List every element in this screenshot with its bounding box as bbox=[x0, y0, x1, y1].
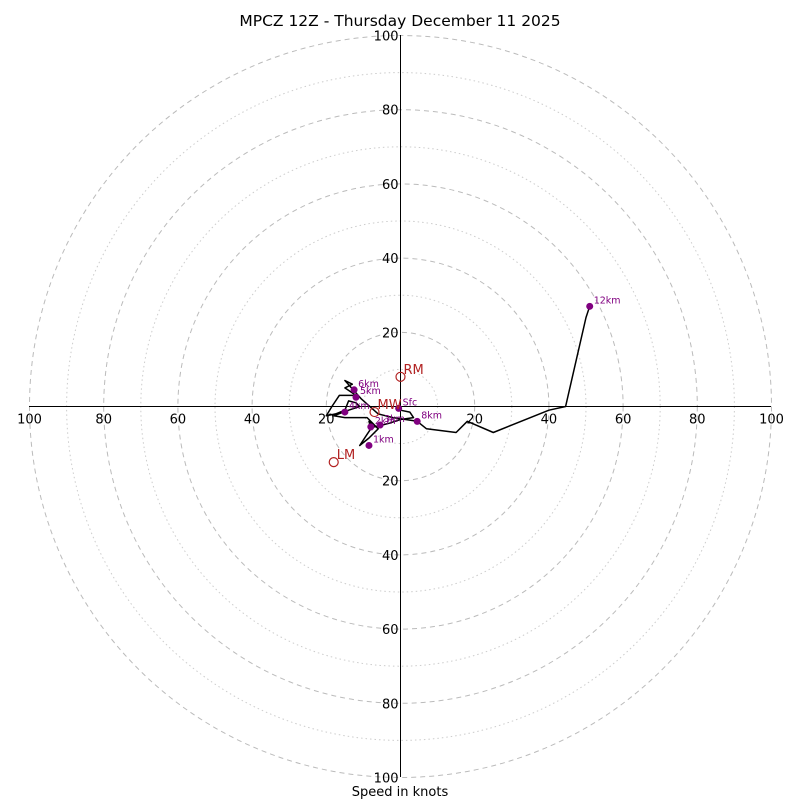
y-tick-label: 100 bbox=[374, 772, 399, 787]
height-marker-2km bbox=[367, 423, 375, 431]
height-marker-12km bbox=[586, 302, 594, 310]
y-tick-label: 40 bbox=[382, 252, 399, 267]
motion-marker-mw bbox=[369, 406, 380, 418]
y-tick-label: 60 bbox=[382, 178, 399, 193]
height-label-Sfc: Sfc bbox=[403, 397, 418, 408]
x-tick-label: 60 bbox=[615, 413, 632, 428]
height-label-3km: 3km bbox=[384, 414, 405, 425]
x-tick-label: 100 bbox=[759, 413, 784, 428]
x-tick-label: 60 bbox=[170, 413, 187, 428]
storm-motion-markers: RM LM MW bbox=[328, 363, 424, 468]
tick-labels: 100 80 60 40 20 20 40 60 80 100 100 80 60 40 20 20 40 60 8… bbox=[17, 30, 784, 787]
motion-label-lm: LM bbox=[337, 448, 355, 463]
x-tick-label: 100 bbox=[17, 413, 42, 428]
height-marker-5km bbox=[352, 393, 360, 401]
chart-title: MPCZ 12Z - Thursday December 11 2025 bbox=[239, 12, 560, 30]
y-tick-label: 20 bbox=[382, 475, 399, 490]
height-marker-6km bbox=[350, 386, 358, 394]
x-tick-label: 40 bbox=[244, 413, 261, 428]
x-tick-label: 80 bbox=[95, 413, 112, 428]
height-marker-4km bbox=[341, 408, 349, 416]
y-tick-label: 40 bbox=[382, 549, 399, 564]
motion-label-rm: RM bbox=[404, 363, 424, 378]
height-label-5km: 5km bbox=[360, 386, 381, 397]
y-tick-label: 20 bbox=[382, 326, 399, 341]
motion-marker-rm bbox=[395, 371, 406, 382]
x-tick-label: 20 bbox=[318, 413, 335, 428]
y-tick-label: 80 bbox=[382, 104, 399, 119]
x-axis-label: Speed in knots bbox=[352, 785, 449, 800]
y-tick-label: 100 bbox=[374, 30, 399, 45]
height-label-6km: 6km bbox=[358, 379, 379, 390]
motion-label-mw: MW bbox=[378, 398, 402, 413]
y-tick-label: 60 bbox=[382, 623, 399, 638]
x-tick-label: 20 bbox=[466, 413, 483, 428]
x-tick-label: 80 bbox=[689, 413, 706, 428]
x-tick-label: 40 bbox=[541, 413, 558, 428]
height-label-12km: 12km bbox=[594, 295, 621, 306]
height-marker-1km bbox=[365, 441, 373, 449]
motion-marker-lm bbox=[328, 457, 339, 468]
y-tick-label: 80 bbox=[382, 697, 399, 712]
height-label-2km: 2km bbox=[375, 416, 396, 427]
height-marker-8km bbox=[413, 417, 421, 425]
height-marker-3km bbox=[376, 421, 384, 429]
height-label-4km: 4km bbox=[349, 401, 370, 412]
height-marker-Sfc bbox=[395, 404, 403, 412]
height-label-1km: 1km bbox=[373, 434, 394, 445]
height-label-8km: 8km bbox=[421, 410, 442, 421]
